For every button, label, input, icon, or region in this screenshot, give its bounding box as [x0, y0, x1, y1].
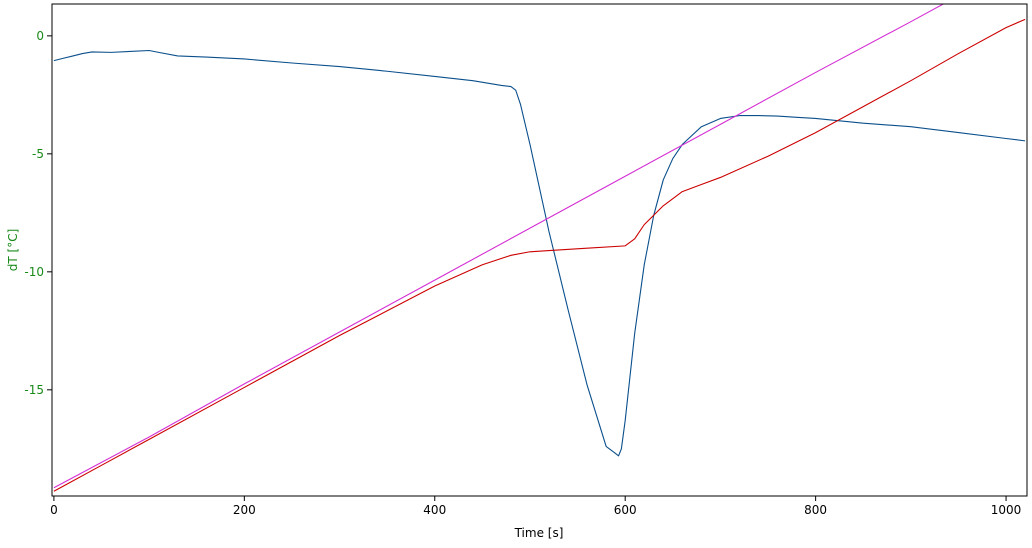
y-tick-label: 0 [36, 29, 44, 43]
y-tick-label: -15 [24, 383, 44, 397]
x-tick-label: 1000 [991, 503, 1022, 517]
axes-layer: 0 -5 -10 -15 0 200 400 600 800 1000 [24, 3, 1028, 517]
x-tick-label: 400 [423, 503, 446, 517]
x-axis-label: Time [s] [514, 526, 564, 540]
series-line-1 [53, 49, 1026, 457]
y-axis-label: dT [°C] [6, 229, 20, 272]
series-line-3 [53, 4, 945, 489]
x-tick-label: 800 [804, 503, 827, 517]
x-tick-label: 0 [50, 503, 58, 517]
plot-frame [51, 3, 1028, 497]
series-line-2 [53, 18, 1026, 492]
x-tick-label: 200 [233, 503, 256, 517]
series-layer [53, 4, 1026, 492]
y-tick-label: -5 [32, 147, 44, 161]
y-tick-label: -10 [24, 265, 44, 279]
x-tick-label: 600 [614, 503, 637, 517]
